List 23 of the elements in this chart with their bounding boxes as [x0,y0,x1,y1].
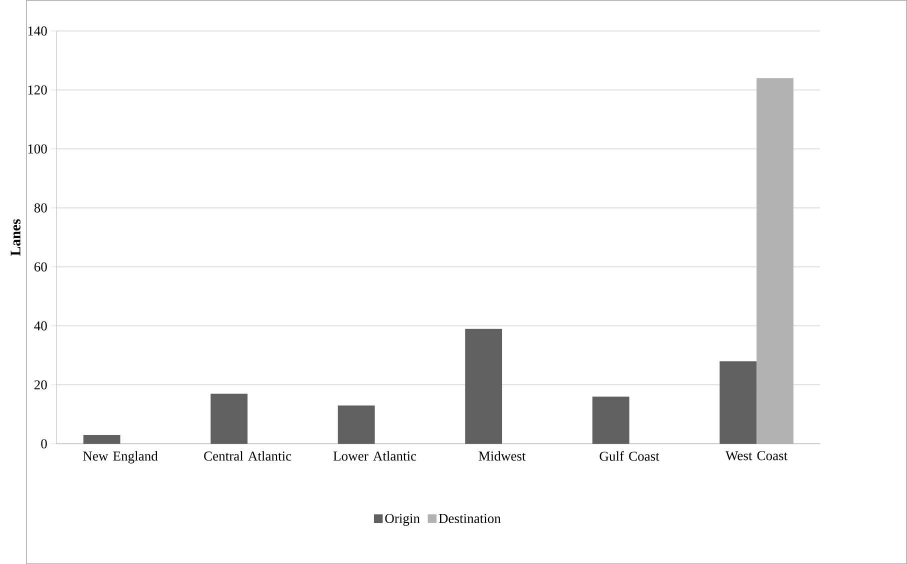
legend-label: Origin [385,514,420,526]
y-tick-label: 0 [41,439,47,448]
y-tick-label: 60 [34,262,47,272]
bar [465,328,502,444]
y-tick-label: 80 [34,203,47,212]
x-tick-label: Gulf Coast [600,451,660,461]
legend-label: Destination [438,514,501,523]
y-tick-label: 40 [34,321,47,330]
bar [338,405,375,444]
x-tick-label: West Coast [725,451,788,460]
x-tick-label: Lower Atlantic [333,451,416,461]
bar [83,434,120,444]
y-tick-label: 20 [34,380,47,390]
x-tick-label: Central Atlantic [204,451,292,461]
bar [210,394,248,444]
y-tick-label: 100 [28,144,47,154]
y-tick-label: 120 [28,85,47,94]
x-tick-label: Midwest [478,451,526,461]
bar [592,396,630,444]
y-axis-title: Lanes [10,219,20,256]
bar [720,361,757,444]
x-tick-label: New England [83,451,158,464]
y-tick-label: 140 [28,26,47,36]
